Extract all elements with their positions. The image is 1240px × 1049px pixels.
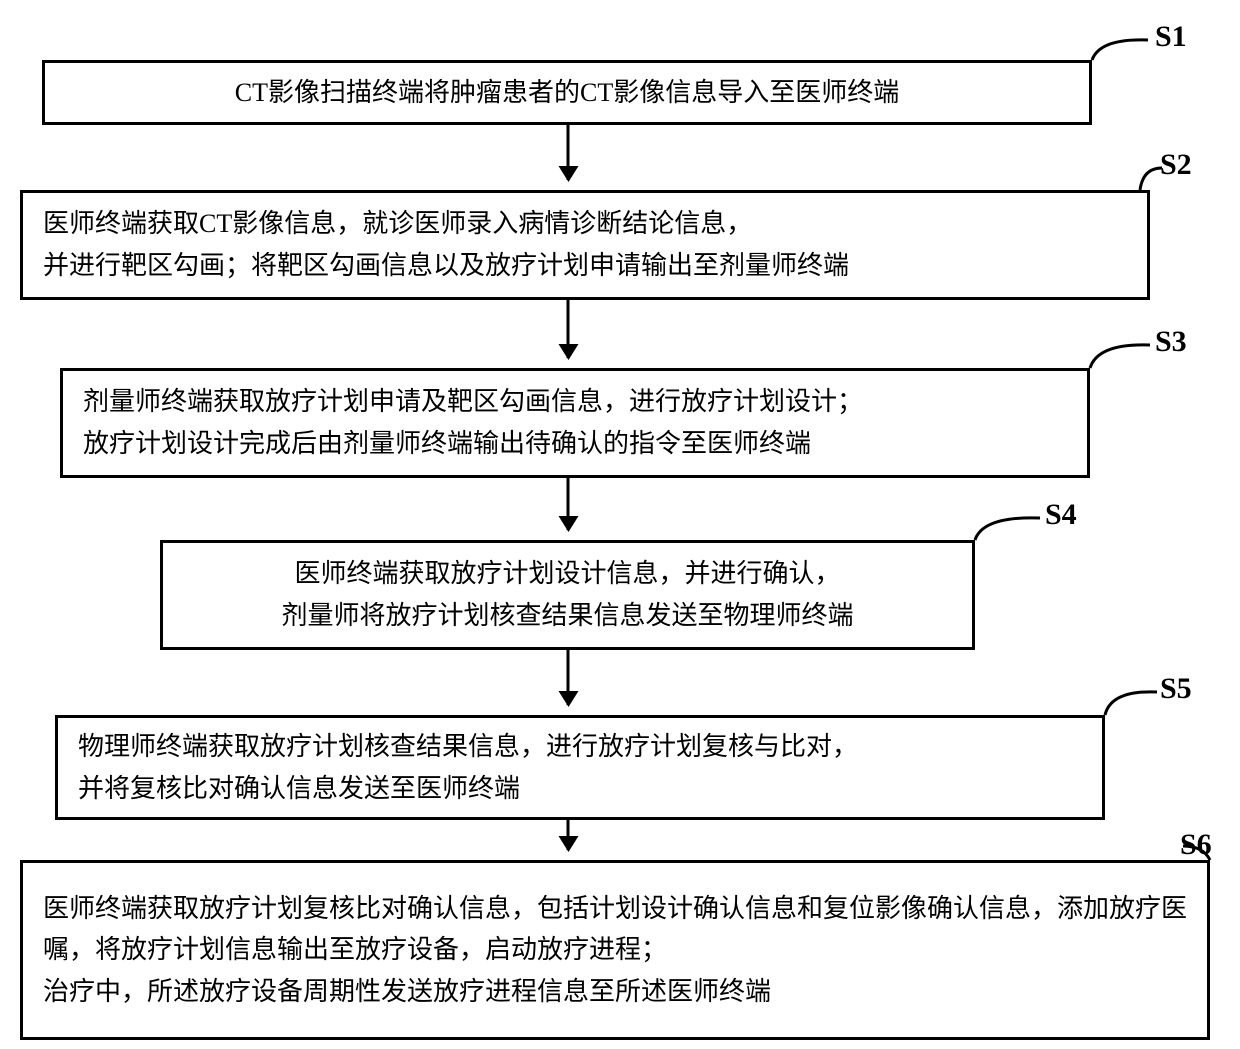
step-s5-text: 物理师终端获取放疗计划核查结果信息，进行放疗计划复核与比对， 并将复核比对确认信… xyxy=(78,726,1082,809)
step-s2-text: 医师终端获取CT影像信息，就诊医师录入病情诊断结论信息， 并进行靶区勾画；将靶区… xyxy=(43,203,1127,286)
step-s5: 物理师终端获取放疗计划核查结果信息，进行放疗计划复核与比对， 并将复核比对确认信… xyxy=(55,715,1105,820)
arrow-s5-s6 xyxy=(567,820,570,850)
label-connector-s3 xyxy=(1090,343,1162,380)
step-s6-text: 医师终端获取放疗计划复核比对确认信息，包括计划设计确认信息和复位影像确认信息，添… xyxy=(43,888,1187,1013)
arrow-s2-s3 xyxy=(567,300,570,358)
step-s1-text: CT影像扫描终端将肿瘤患者的CT影像信息导入至医师终端 xyxy=(65,72,1069,114)
step-s3-text: 剂量师终端获取放疗计划申请及靶区勾画信息，进行放疗计划设计； 放疗计划设计完成后… xyxy=(83,381,1067,464)
step-s4: 医师终端获取放疗计划设计信息，并进行确认， 剂量师将放疗计划核查结果信息发送至物… xyxy=(160,540,975,650)
step-s1: CT影像扫描终端将肿瘤患者的CT影像信息导入至医师终端 xyxy=(42,60,1092,125)
label-connector-s4 xyxy=(975,516,1050,551)
step-s6: 医师终端获取放疗计划复核比对确认信息，包括计划设计确认信息和复位影像确认信息，添… xyxy=(20,860,1210,1040)
label-connector-s6 xyxy=(1183,843,1213,868)
label-connector-s1 xyxy=(1092,38,1162,73)
arrow-s4-s5 xyxy=(567,650,570,705)
step-s3: 剂量师终端获取放疗计划申请及靶区勾画信息，进行放疗计划设计； 放疗计划设计完成后… xyxy=(60,368,1090,478)
arrow-s1-s2 xyxy=(567,125,570,180)
label-connector-s5 xyxy=(1105,690,1167,725)
step-s2: 医师终端获取CT影像信息，就诊医师录入病情诊断结论信息， 并进行靶区勾画；将靶区… xyxy=(20,190,1150,300)
label-connector-s2 xyxy=(1140,166,1180,201)
flowchart-container: CT影像扫描终端将肿瘤患者的CT影像信息导入至医师终端 医师终端获取CT影像信息… xyxy=(0,0,1240,1049)
arrow-s3-s4 xyxy=(567,478,570,530)
step-s4-text: 医师终端获取放疗计划设计信息，并进行确认， 剂量师将放疗计划核查结果信息发送至物… xyxy=(183,553,952,636)
